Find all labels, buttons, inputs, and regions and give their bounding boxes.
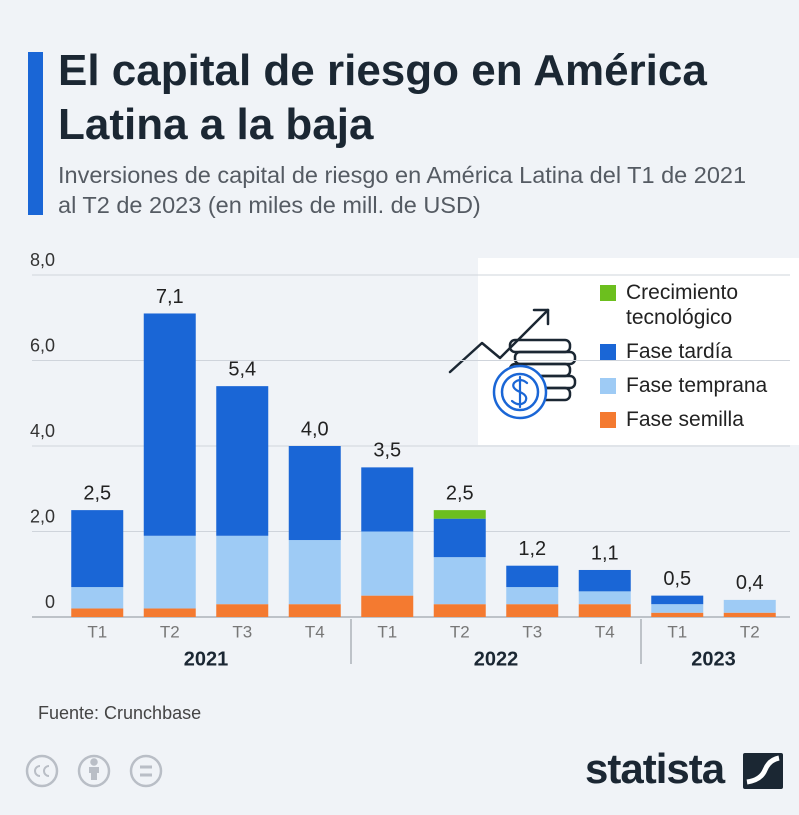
x-tick-label: T2 [160, 622, 180, 641]
bar-segment [288, 540, 341, 605]
legend-label: Fase temprana [626, 374, 768, 397]
bar-segment [288, 446, 341, 541]
total-label: 0,4 [736, 572, 764, 594]
x-tick-label: T3 [232, 622, 252, 641]
legend-item: Fase tardía [600, 339, 790, 364]
group-label: 2023 [691, 648, 736, 670]
bar-segment [71, 587, 124, 609]
total-label: 2,5 [83, 482, 111, 504]
x-tick-label: T4 [305, 622, 325, 641]
legend-label: Crecimiento tecnológico [626, 281, 739, 329]
bar-segment [723, 599, 776, 613]
bar-segment [651, 612, 704, 617]
legend-item: Crecimiento tecnológico [600, 280, 790, 330]
bar-segment [71, 510, 124, 588]
y-tick-label: 4,0 [30, 421, 55, 441]
bar-segment [723, 612, 776, 617]
bar-segment [143, 535, 196, 609]
bar-segment [216, 535, 269, 605]
total-label: 7,1 [156, 286, 184, 308]
x-tick-label: T3 [522, 622, 542, 641]
chart-title: El capital de riesgo en América Latina a… [58, 46, 707, 149]
bar-segment [143, 313, 196, 536]
x-tick-label: T2 [740, 622, 760, 641]
legend-label: Fase tardía [626, 340, 733, 363]
x-tick-label: T1 [667, 622, 687, 641]
legend-swatch [600, 378, 616, 394]
bar-segment [433, 510, 486, 519]
bar-segment [71, 608, 124, 617]
bar-segment [578, 591, 631, 605]
bar-segment [651, 604, 704, 613]
legend-swatch [600, 344, 616, 360]
bar-segment [433, 518, 486, 558]
bar-segment [651, 595, 704, 605]
total-label: 5,4 [228, 358, 256, 380]
bar-segment [433, 604, 486, 617]
group-label: 2022 [474, 648, 519, 670]
bar-segment [578, 604, 631, 617]
total-label: 4,0 [301, 418, 329, 440]
bar-segment [216, 604, 269, 617]
bar-segment [361, 467, 414, 532]
total-label: 3,5 [373, 440, 401, 462]
bar-segment [506, 604, 559, 617]
source: Fuente: Crunchbase [38, 703, 201, 723]
bar-segment [361, 595, 414, 617]
bar-segment [578, 569, 631, 592]
total-label: 1,1 [591, 542, 619, 564]
y-tick-label: 0 [45, 592, 55, 612]
y-tick-label: 8,0 [30, 250, 55, 270]
x-tick-label: T2 [450, 622, 470, 641]
bar-segment [433, 557, 486, 605]
y-tick-label: 2,0 [30, 506, 55, 526]
x-tick-label: T4 [595, 622, 615, 641]
total-label: 0,5 [663, 568, 691, 590]
bar-segment [288, 604, 341, 617]
x-tick-label: T1 [377, 622, 397, 641]
brand: statista [585, 745, 726, 792]
total-label: 2,5 [446, 482, 474, 504]
license-icons [25, 754, 163, 788]
bar-segment [361, 531, 414, 596]
title-bar [28, 52, 43, 215]
legend-item: Fase semilla [600, 407, 790, 432]
bar-segment [216, 386, 269, 536]
brand-logo [743, 753, 783, 789]
x-tick-label: T1 [87, 622, 107, 641]
legend-icon [448, 308, 577, 420]
chart-subtitle: Inversiones de capital de riesgo en Amér… [58, 162, 747, 218]
legend-swatch [600, 412, 616, 428]
total-label: 1,2 [518, 538, 546, 560]
y-tick-label: 6,0 [30, 335, 55, 355]
legend-label: Fase semilla [626, 408, 744, 431]
legend-swatch [600, 285, 616, 301]
bar-segment [506, 587, 559, 605]
bar-segment [143, 608, 196, 617]
group-label: 2021 [184, 648, 229, 670]
bar-segment [506, 565, 559, 588]
legend-item: Fase temprana [600, 373, 790, 398]
